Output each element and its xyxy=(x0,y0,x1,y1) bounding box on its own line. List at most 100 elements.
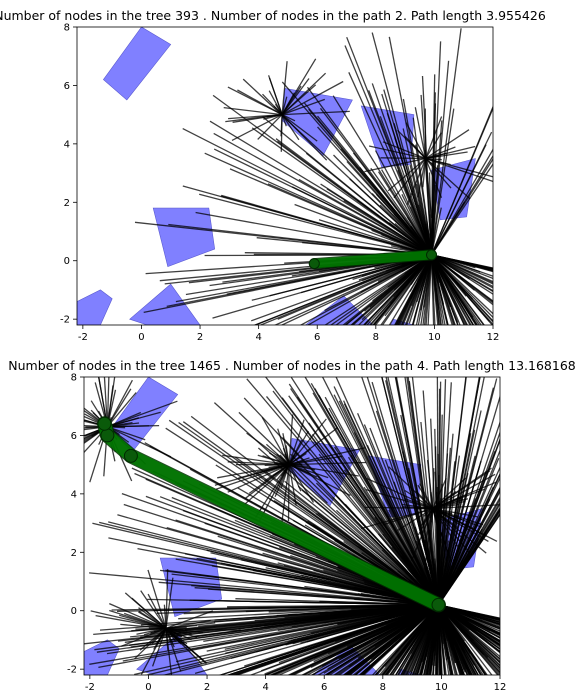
x-tick-label: 8 xyxy=(373,332,379,343)
tree-edge xyxy=(425,157,493,183)
tree-edge xyxy=(404,136,427,159)
tree-edge xyxy=(437,450,496,606)
tree-edge xyxy=(424,158,443,198)
tree-edge xyxy=(281,114,300,141)
tree-edge xyxy=(349,178,432,256)
tree-edge xyxy=(294,203,432,256)
x-tick-label: 12 xyxy=(494,682,507,693)
y-tick-label: 6 xyxy=(64,81,70,92)
axis-ticks: -2 0 2 4 6 8 10 12 -2 0 2 4 6 8 xyxy=(60,23,499,344)
x-tick-label: 2 xyxy=(197,332,203,343)
y-tick-label: 0 xyxy=(71,606,77,617)
tree-edge xyxy=(382,141,426,160)
tree-edge xyxy=(437,604,474,675)
tree-edge xyxy=(430,254,467,325)
tree-edge xyxy=(425,155,439,160)
y-tick-label: 2 xyxy=(71,548,77,559)
tree-edge xyxy=(335,254,432,325)
tree-edge xyxy=(369,254,432,308)
tree-edge xyxy=(411,377,440,605)
tree-edge xyxy=(281,61,288,115)
tree-edge xyxy=(383,89,433,256)
tree-edge xyxy=(430,207,442,256)
tree-edge xyxy=(280,254,432,325)
tree-edge xyxy=(425,146,456,160)
tree-edge xyxy=(430,254,472,325)
tree-edge xyxy=(431,254,464,281)
tree-edge xyxy=(438,604,500,630)
tree-edge xyxy=(281,80,344,116)
tree-edge xyxy=(326,188,432,256)
tree-edge xyxy=(246,432,290,466)
tree-edge xyxy=(165,622,216,629)
y-tick-label: -2 xyxy=(67,665,77,676)
tree-edge xyxy=(437,604,469,675)
tree-edge xyxy=(317,604,439,675)
tree-edge xyxy=(270,604,439,675)
tree-edge xyxy=(165,627,188,645)
axes-frame xyxy=(76,26,494,326)
tree-edge xyxy=(438,604,500,627)
tree-edge xyxy=(431,508,441,529)
tree-edge xyxy=(400,604,440,675)
tree-edge xyxy=(437,604,450,675)
tree-edge xyxy=(430,254,461,325)
solution-path xyxy=(309,250,436,269)
tree-edge xyxy=(84,407,108,428)
y-tick-label: 0 xyxy=(64,256,70,267)
tree-edge xyxy=(397,604,440,675)
tree-edge xyxy=(431,254,493,280)
tree-edge xyxy=(288,395,440,606)
x-tick-label: 6 xyxy=(314,332,320,343)
x-tick-label: -2 xyxy=(85,682,95,693)
tree-edge xyxy=(431,254,493,289)
tree-edge xyxy=(301,604,439,675)
path-node xyxy=(100,428,115,443)
tree-edge xyxy=(437,604,493,675)
tree-edge xyxy=(430,254,448,325)
tree-edge xyxy=(334,604,439,675)
tree-edge xyxy=(288,464,351,497)
tree-edge xyxy=(403,604,440,675)
y-tick-label: 8 xyxy=(71,373,77,384)
tree-edge xyxy=(428,604,440,675)
tree-edge xyxy=(420,254,433,325)
tree-edge xyxy=(288,463,329,479)
tree-edge xyxy=(430,418,440,605)
tree-edge xyxy=(417,254,433,325)
tree-edge xyxy=(430,254,436,325)
tree-edge xyxy=(153,627,167,650)
tree-edge xyxy=(84,426,108,431)
tree-edge xyxy=(430,254,440,325)
tree-edge xyxy=(395,377,440,606)
tree-edge xyxy=(375,604,439,675)
tree-edge xyxy=(138,607,167,629)
x-tick-label: -2 xyxy=(78,332,88,343)
tree-edge xyxy=(437,604,442,675)
tree-edge xyxy=(431,254,493,319)
tree-edge xyxy=(288,447,366,466)
plot-area xyxy=(77,27,493,325)
tree-edge xyxy=(282,110,350,116)
tree-edge xyxy=(182,128,432,256)
tree-edge xyxy=(231,114,283,141)
tree-edge xyxy=(425,132,442,159)
tree-edge xyxy=(437,604,479,675)
tree-edge xyxy=(175,558,439,606)
tree-edge xyxy=(438,604,500,663)
tree-edge xyxy=(281,96,288,115)
tree-edge xyxy=(437,429,476,606)
tree-edge xyxy=(276,604,439,617)
tree-edge xyxy=(257,454,290,466)
tree-edge xyxy=(431,254,493,315)
tree-edge xyxy=(124,592,167,629)
tree-edge xyxy=(431,254,493,269)
tree-edge xyxy=(93,627,167,636)
tree-edge xyxy=(107,426,146,441)
tree-edge xyxy=(257,114,283,140)
tree-edge xyxy=(218,604,439,675)
tree-edge xyxy=(437,604,465,675)
chart-title: Number of nodes in the tree 1465 . Numbe… xyxy=(8,358,576,373)
tree-edge xyxy=(178,421,439,606)
tree-edge xyxy=(345,604,439,675)
